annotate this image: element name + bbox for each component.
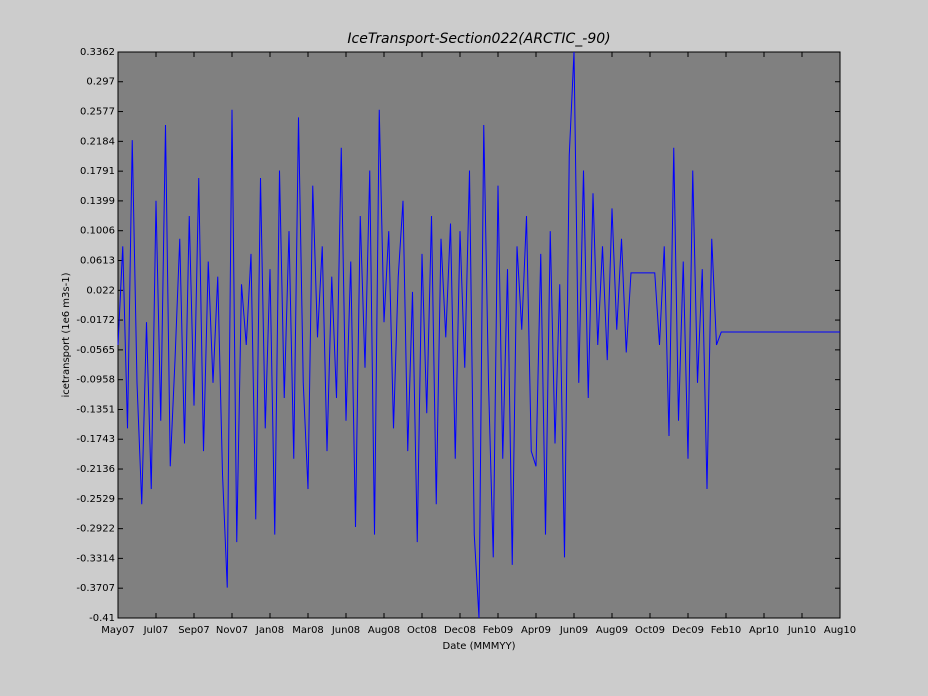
x-tick-label: May07: [101, 625, 134, 636]
y-tick-label: -0.41: [89, 613, 115, 624]
y-tick-label: -0.1351: [76, 404, 115, 415]
x-tick-label: Mar08: [292, 625, 324, 636]
x-tick-label: Feb10: [711, 625, 741, 636]
x-tick-label: Apr10: [749, 625, 779, 636]
x-tick-label: Jan08: [255, 625, 284, 636]
y-tick-label: -0.1743: [76, 434, 115, 445]
y-tick-label: -0.3707: [76, 583, 115, 594]
y-tick-label: 0.3362: [80, 47, 115, 58]
y-tick-label: 0.297: [86, 77, 115, 88]
x-tick-label: Sep07: [178, 625, 210, 636]
x-tick-label: Oct08: [407, 625, 437, 636]
y-tick-label: -0.0958: [76, 375, 115, 386]
y-tick-label: -0.2922: [76, 524, 115, 535]
y-tick-label: 0.2184: [80, 136, 115, 147]
x-tick-label: Oct09: [635, 625, 665, 636]
x-tick-label: Aug10: [824, 625, 856, 636]
y-tick-label: 0.2577: [80, 107, 115, 118]
y-axis-label: icetransport (1e6 m3s-1): [61, 272, 72, 397]
x-tick-label: Nov07: [216, 625, 248, 636]
x-tick-label: Aug09: [596, 625, 628, 636]
data-line: [117, 51, 840, 619]
y-tick-label: 0.1791: [80, 166, 115, 177]
y-tick-label: -0.0565: [76, 345, 115, 356]
y-tick-label: -0.0172: [76, 315, 115, 326]
x-tick-label: Dec08: [444, 625, 476, 636]
x-tick-label: Feb09: [483, 625, 513, 636]
x-tick-label: Jun09: [559, 625, 588, 636]
x-tick-label: Jun10: [787, 625, 816, 636]
x-tick-label: Aug08: [368, 625, 400, 636]
x-tick-label: Jun08: [331, 625, 360, 636]
y-tick-label: 0.0613: [80, 256, 115, 267]
y-tick-label: -0.2136: [76, 464, 115, 475]
y-tick-label: -0.2529: [76, 494, 115, 505]
plot-area: [117, 51, 841, 619]
x-tick-label: Jul07: [143, 625, 169, 636]
chart-title: IceTransport-Section022(ARCTIC_-90): [347, 31, 610, 47]
y-tick-label: 0.1399: [80, 196, 115, 207]
x-tick-label: Apr09: [521, 625, 551, 636]
x-tick-label: Dec09: [672, 625, 704, 636]
y-tick-label: 0.022: [86, 285, 115, 296]
x-axis-label: Date (MMMYY): [443, 641, 516, 652]
y-tick-label: -0.3314: [76, 553, 115, 564]
y-tick-label: 0.1006: [80, 226, 115, 237]
